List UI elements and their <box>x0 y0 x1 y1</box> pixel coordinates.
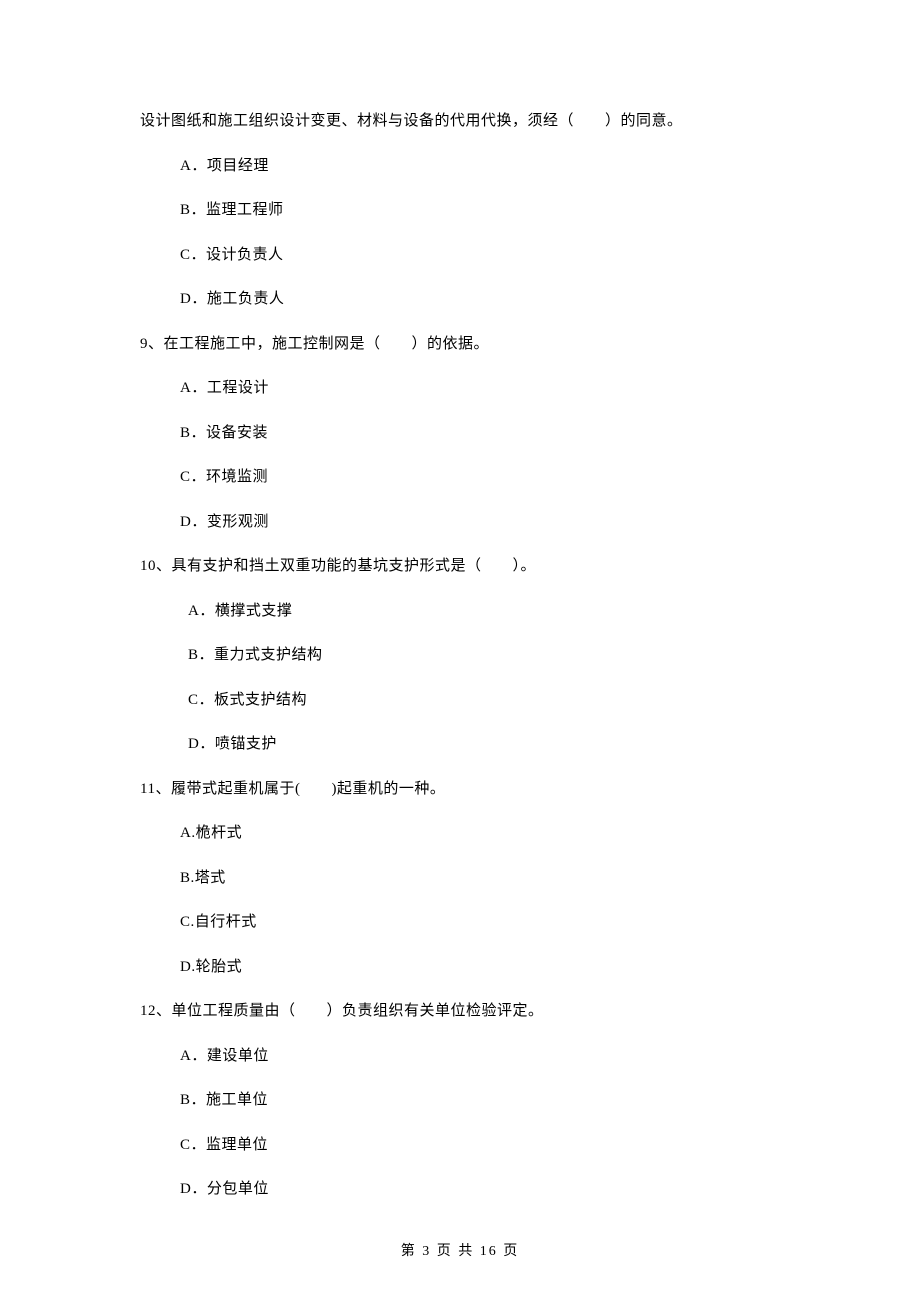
q8-option-c: C．设计负责人 <box>140 244 780 267</box>
q8-option-a: A．项目经理 <box>140 155 780 178</box>
q10-option-d: D．喷锚支护 <box>140 733 780 756</box>
q11-option-d: D.轮胎式 <box>140 956 780 979</box>
q12-option-c: C．监理单位 <box>140 1134 780 1157</box>
q12-option-b: B．施工单位 <box>140 1089 780 1112</box>
q11-option-b: B.塔式 <box>140 867 780 890</box>
question-11-stem: 11、履带式起重机属于( )起重机的一种。 <box>140 778 780 801</box>
page-content: 设计图纸和施工组织设计变更、材料与设备的代用代换，须经（ ）的同意。 A．项目经… <box>0 0 920 1201</box>
q12-option-d: D．分包单位 <box>140 1178 780 1201</box>
q11-option-c: C.自行杆式 <box>140 911 780 934</box>
q10-option-b: B．重力式支护结构 <box>140 644 780 667</box>
q9-option-d: D．变形观测 <box>140 511 780 534</box>
q11-option-a: A.桅杆式 <box>140 822 780 845</box>
q9-option-b: B．设备安装 <box>140 422 780 445</box>
question-9-stem: 9、在工程施工中，施工控制网是（ ）的依据。 <box>140 333 780 356</box>
q10-option-c: C．板式支护结构 <box>140 689 780 712</box>
q8-option-d: D．施工负责人 <box>140 288 780 311</box>
q8-option-b: B．监理工程师 <box>140 199 780 222</box>
q9-option-c: C．环境监测 <box>140 466 780 489</box>
page-footer: 第 3 页 共 16 页 <box>0 1240 920 1260</box>
question-8-continuation: 设计图纸和施工组织设计变更、材料与设备的代用代换，须经（ ）的同意。 <box>140 110 780 133</box>
question-10-stem: 10、具有支护和挡土双重功能的基坑支护形式是（ ）。 <box>140 555 780 578</box>
question-12-stem: 12、单位工程质量由（ ）负责组织有关单位检验评定。 <box>140 1000 780 1023</box>
q9-option-a: A．工程设计 <box>140 377 780 400</box>
q10-option-a: A．横撑式支撑 <box>140 600 780 623</box>
q12-option-a: A．建设单位 <box>140 1045 780 1068</box>
